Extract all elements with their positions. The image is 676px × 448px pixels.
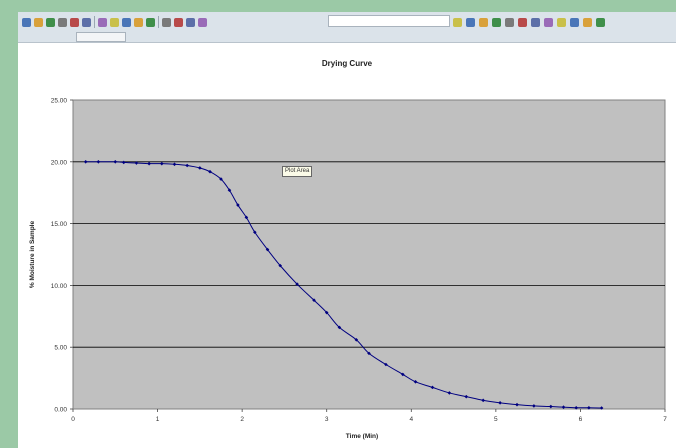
y-axis-label: % Moisture in Sample <box>29 221 36 289</box>
formula-bar-input[interactable] <box>328 15 450 27</box>
x-tick-label: 0 <box>71 416 75 423</box>
toolbar <box>18 12 676 43</box>
new-icon[interactable] <box>22 18 31 27</box>
data-point <box>401 372 405 377</box>
redo-icon[interactable] <box>146 18 155 27</box>
data-point <box>172 162 177 167</box>
chart-icon[interactable] <box>162 18 171 27</box>
italic-icon[interactable] <box>466 18 475 27</box>
data-point <box>413 380 418 384</box>
data-point <box>185 163 189 168</box>
fill-color-icon[interactable] <box>583 18 592 27</box>
data-point <box>265 247 270 252</box>
chart-title: Drying Curve <box>322 59 373 68</box>
paste-icon[interactable] <box>122 18 131 27</box>
toolbar-separator <box>158 16 159 28</box>
data-point <box>561 405 566 409</box>
data-point <box>337 325 342 330</box>
cut-icon[interactable] <box>98 18 107 27</box>
data-point <box>574 405 578 410</box>
align-center-icon[interactable] <box>505 18 514 27</box>
copy-icon[interactable] <box>110 18 119 27</box>
merge-icon[interactable] <box>531 18 540 27</box>
data-point <box>219 177 223 181</box>
currency-icon[interactable] <box>544 18 553 27</box>
formatting-toolbar <box>18 31 676 42</box>
x-tick-label: 4 <box>409 416 413 423</box>
preview-icon[interactable] <box>70 18 79 27</box>
data-point <box>532 404 536 408</box>
y-tick-label: 5.00 <box>54 345 67 352</box>
save-icon[interactable] <box>46 18 55 27</box>
y-tick-label: 15.00 <box>51 221 68 228</box>
y-tick-label: 20.00 <box>51 159 68 166</box>
data-point <box>295 282 299 286</box>
plot-area-tooltip: Plot Area <box>282 166 313 177</box>
data-point <box>481 398 485 403</box>
data-point <box>244 215 249 220</box>
sort-icon[interactable] <box>174 18 183 27</box>
data-point <box>227 188 232 193</box>
data-point <box>253 230 257 235</box>
y-tick-label: 0.00 <box>54 407 67 414</box>
data-point <box>278 263 282 268</box>
border-icon[interactable] <box>570 18 579 27</box>
data-point <box>599 406 604 410</box>
bold-icon[interactable] <box>453 18 462 27</box>
standard-toolbar <box>18 14 676 30</box>
data-point <box>236 203 240 207</box>
x-tick-label: 2 <box>240 416 244 423</box>
data-point <box>464 394 469 399</box>
data-point <box>447 391 452 395</box>
align-left-icon[interactable] <box>492 18 501 27</box>
worksheet: Drying Curve 0.00 5.00 10.00 15.00 20.00 25.00… <box>18 43 676 448</box>
underline-icon[interactable] <box>479 18 488 27</box>
name-box-combo[interactable] <box>76 32 126 42</box>
x-tick-label: 3 <box>325 416 329 423</box>
data-point <box>430 385 435 390</box>
help-icon[interactable] <box>198 18 207 27</box>
align-right-icon[interactable] <box>518 18 527 27</box>
print-icon[interactable] <box>58 18 67 27</box>
data-point <box>354 337 359 342</box>
open-icon[interactable] <box>34 18 43 27</box>
data-point <box>587 405 591 410</box>
toolbar-separator <box>94 16 95 28</box>
drying-curve-chart[interactable]: Drying Curve 0.00 5.00 10.00 15.00 20.00 25.00… <box>18 43 676 448</box>
percent-icon[interactable] <box>557 18 566 27</box>
x-tick-label: 7 <box>663 416 667 423</box>
x-tick-label: 5 <box>494 416 498 423</box>
data-point <box>549 404 553 409</box>
y-tick-label: 25.00 <box>51 98 68 105</box>
data-point <box>384 362 388 367</box>
spell-icon[interactable] <box>82 18 91 27</box>
data-point <box>324 310 329 315</box>
data-point <box>312 298 316 303</box>
y-tick-label: 10.00 <box>51 283 68 290</box>
x-tick-label: 6 <box>579 416 583 423</box>
data-point <box>121 160 126 165</box>
x-axis-label: Time (Min) <box>346 433 378 440</box>
undo-icon[interactable] <box>134 18 143 27</box>
zoom-icon[interactable] <box>186 18 195 27</box>
plot-area[interactable] <box>72 99 666 410</box>
x-tick-label: 1 <box>156 416 160 423</box>
font-color-icon[interactable] <box>596 18 605 27</box>
data-point <box>498 401 502 405</box>
data-point <box>367 351 371 356</box>
